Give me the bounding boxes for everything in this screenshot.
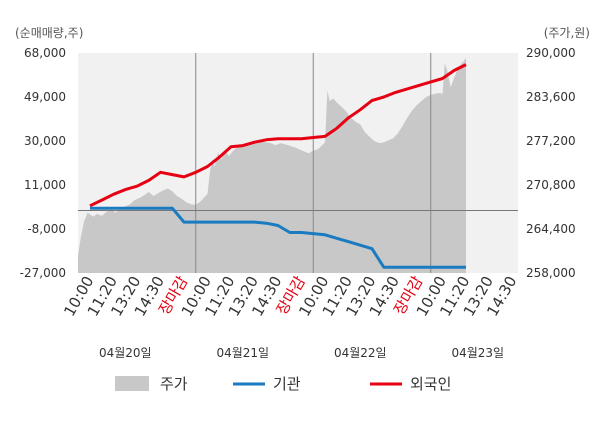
price-area-layer	[78, 57, 466, 273]
series-line-institution	[90, 206, 466, 269]
left-tick-label: 11,000	[24, 178, 66, 192]
right-axis-unit-label: (주가,원)	[544, 26, 590, 40]
date-label: 04월20일	[99, 346, 152, 360]
left-tick-label: -27,000	[20, 266, 66, 280]
left-tick-label: 30,000	[24, 134, 66, 148]
right-tick-label: 270,800	[526, 178, 576, 192]
right-tick-label: 264,400	[526, 222, 576, 236]
series-area-price	[78, 57, 466, 273]
right-tick-label: 258,000	[526, 266, 576, 280]
legend-swatch-price	[115, 376, 149, 391]
legend-label-price: 주가	[160, 375, 188, 393]
right-tick-label: 290,000	[526, 46, 576, 60]
left-tick-label: -8,000	[27, 222, 66, 236]
left-tick-label: 49,000	[24, 90, 66, 104]
date-labels: 04월20일 04월21일 04월22일 04월23일	[99, 346, 504, 360]
left-axis-unit-label: (순매매량,주)	[15, 26, 83, 40]
legend-label-institution: 기관	[273, 375, 301, 393]
right-tick-label: 283,600	[526, 90, 576, 104]
date-label: 04월23일	[451, 346, 504, 360]
right-axis-ticks: 290,000 283,600 277,200 270,800 264,400 258,0…	[526, 46, 576, 280]
legend-label-foreign: 외국인	[410, 375, 451, 393]
series-line-foreign	[89, 63, 467, 208]
legend: 주가 기관 외국인	[115, 375, 451, 393]
right-tick-label: 277,200	[526, 134, 576, 148]
date-label: 04월21일	[216, 346, 269, 360]
x-axis-ticks: 10:0011:2013:2014:30장마감10:0011:2013:2014…	[60, 273, 520, 320]
day-separator-layer	[195, 53, 432, 273]
date-label: 04월22일	[334, 346, 387, 360]
left-axis-ticks: 68,000 49,000 30,000 11,000 -8,000 -27,000	[20, 46, 66, 280]
investor-line-layer	[89, 63, 467, 269]
left-tick-label: 68,000	[24, 46, 66, 60]
